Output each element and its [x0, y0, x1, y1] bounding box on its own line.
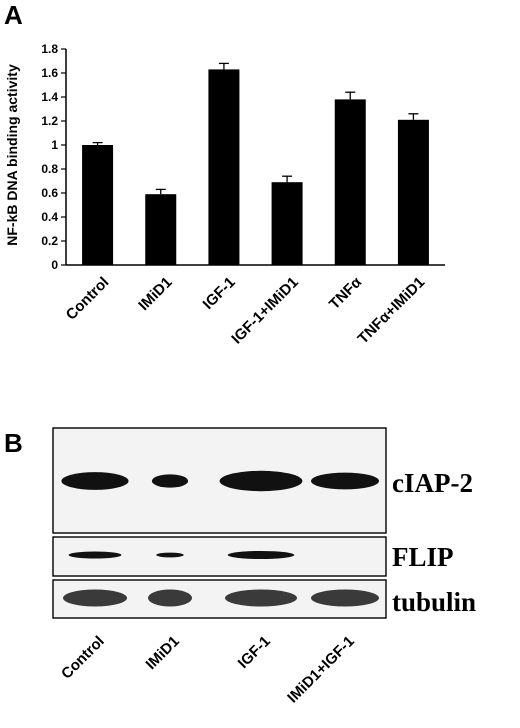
blot-row-label: FLIP [392, 542, 454, 572]
blot-band [68, 551, 122, 559]
lane-label: IMiD1 [143, 633, 183, 673]
bar-chart: 0 0.2 0.4 0.6 0.8 1 1.2 1.4 1.6 1.8 Control IMiD1 IG… [41, 42, 445, 347]
blot-band [151, 474, 189, 488]
blot-band [63, 589, 127, 607]
y-tick-label: 1 [51, 138, 58, 152]
category-label: IMiD1 [135, 274, 175, 314]
blot-row-label: cIAP-2 [392, 468, 473, 498]
category-label: TNFα+IMiD1 [355, 274, 429, 348]
panel-a-letter: A [4, 0, 23, 30]
lane-label: Control [58, 633, 108, 683]
blot-band [227, 550, 295, 560]
bar [334, 99, 366, 266]
category-label: IGF-1 [200, 274, 239, 313]
y-tick-label: 0.6 [41, 186, 58, 200]
blot-band [311, 472, 379, 490]
blot-band [225, 589, 297, 607]
bar [82, 145, 114, 265]
blot-band [219, 470, 303, 492]
bar [208, 69, 240, 266]
y-axis-label: NF-kB DNA binding activity [4, 64, 20, 246]
lane-label: IGF-1 [235, 633, 274, 672]
western-blot: cIAP-2 FLIP tubulin Control IMiD1 IGF-1 IMiD1+… [52, 427, 476, 707]
bar [271, 182, 303, 265]
y-tick-label: 1.2 [41, 114, 58, 128]
panel-b-letter: B [4, 428, 23, 458]
y-tick-label: 0 [51, 258, 58, 272]
y-tick-label: 0.2 [41, 234, 58, 248]
y-tick-label: 0.8 [41, 162, 58, 176]
blot-band [311, 589, 379, 607]
category-label: IGF-1+IMiD1 [228, 274, 302, 348]
blot-row-label: tubulin [392, 587, 476, 617]
blot-band [61, 472, 129, 490]
blot-band [148, 589, 192, 607]
bar [397, 119, 429, 265]
blot-band [156, 552, 184, 558]
lane-label: IMiD1+IGF-1 [284, 633, 358, 707]
y-tick-label: 0.4 [41, 210, 58, 224]
y-tick-label: 1.8 [41, 42, 58, 56]
category-label: Control [63, 274, 113, 324]
category-label: TNFα [326, 273, 366, 313]
bar [145, 194, 177, 265]
y-tick-label: 1.6 [41, 66, 58, 80]
y-tick-label: 1.4 [41, 90, 58, 104]
